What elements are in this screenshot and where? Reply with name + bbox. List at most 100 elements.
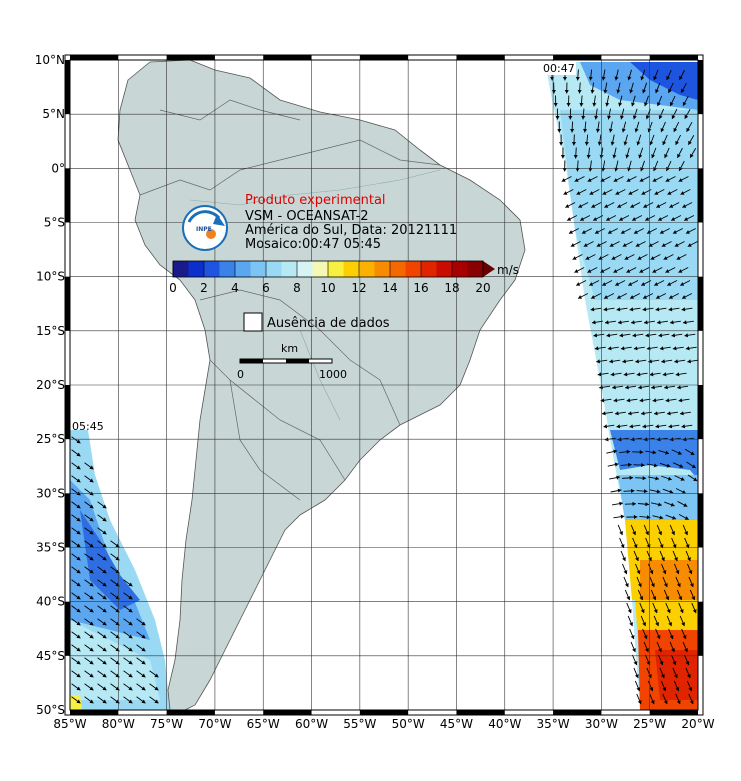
colorbar-swatch — [467, 261, 484, 277]
wind-arrow — [622, 563, 628, 575]
wind-arrow — [609, 359, 621, 364]
wind-arrow — [84, 514, 94, 522]
wind-arrow — [652, 515, 664, 520]
wind-arrow — [655, 424, 667, 429]
wind-arrow — [595, 121, 601, 133]
scale-start: 0 — [237, 368, 244, 381]
scale-end: 1000 — [319, 368, 347, 381]
wind-arrow — [659, 228, 670, 234]
wind-arrow — [627, 411, 639, 416]
wind-arrow — [681, 307, 693, 312]
wind-arrow — [669, 641, 675, 653]
wind-arrow — [123, 618, 133, 626]
lon-tick-label: 70°W — [198, 717, 231, 731]
wind-arrow — [84, 657, 94, 665]
wind-arrow — [575, 160, 580, 172]
wind-arrow — [583, 241, 594, 247]
lat-tick-label: 0° — [51, 161, 65, 175]
wind-arrow — [97, 592, 107, 600]
wind-arrow — [586, 147, 591, 159]
wind-arrow — [652, 267, 663, 273]
wind-arrow — [659, 346, 671, 351]
colorbar-tick-label: 4 — [231, 281, 239, 295]
wind-arrow — [610, 488, 622, 493]
wind-arrow — [627, 615, 634, 627]
wind-arrow — [684, 537, 690, 549]
wind-arrow — [636, 134, 642, 146]
wind-arrow — [686, 461, 697, 469]
wind-arrow — [669, 524, 676, 536]
wind-arrow — [665, 398, 677, 403]
wind-arrow — [636, 489, 648, 494]
frame-band — [359, 55, 409, 60]
wind-arrow — [613, 398, 625, 403]
wind-arrow — [642, 628, 648, 640]
wind-arrow — [136, 670, 146, 678]
wind-arrow — [678, 398, 690, 403]
wind-arrow — [149, 683, 159, 691]
wind-arrow — [687, 135, 695, 145]
frame-band — [65, 168, 70, 223]
wind-arrow — [617, 320, 629, 325]
wind-arrow — [615, 280, 626, 286]
lat-tick-label: 10°N — [35, 53, 65, 67]
colorbar-tick-label: 16 — [413, 281, 428, 295]
wind-arrow — [651, 385, 663, 390]
wind-arrow — [136, 644, 146, 652]
wind-arrow — [606, 333, 618, 338]
colorbar-swatch — [297, 261, 313, 277]
wind-arrow — [672, 228, 683, 234]
lon-tick-label: 85°W — [53, 717, 86, 731]
wind-arrow — [575, 69, 580, 81]
wind-arrow — [651, 147, 657, 159]
wind-arrow — [631, 95, 636, 107]
wind-arrow — [592, 95, 597, 107]
wind-arrow — [640, 411, 652, 416]
wind-arrow — [84, 696, 94, 704]
wind-arrow — [589, 280, 600, 286]
lon-tick-label: 75°W — [150, 717, 183, 731]
wind-arrow — [664, 147, 670, 159]
wind-arrow — [635, 241, 646, 247]
frame-band — [263, 710, 312, 715]
wind-arrow — [573, 147, 578, 159]
lon-tick-label: 60°W — [295, 717, 328, 731]
wind-arrow — [623, 488, 635, 493]
wind-arrow — [123, 657, 133, 665]
wind-arrow — [672, 550, 678, 562]
wind-arrow — [626, 514, 638, 520]
wind-arrow — [672, 346, 684, 351]
wind-arrow — [662, 488, 674, 494]
wind-arrow — [553, 95, 558, 107]
frame-band — [263, 55, 312, 60]
lon-tick-label: 40°W — [488, 717, 521, 731]
wind-arrow — [675, 576, 681, 588]
wind-arrow — [652, 398, 664, 403]
wind-arrow — [578, 202, 589, 208]
wind-arrow — [608, 121, 613, 133]
wind-arrow — [657, 215, 669, 221]
wind-arrow — [612, 147, 617, 159]
lat-tick-label: 20°S — [36, 378, 65, 392]
wind-arrow — [557, 121, 562, 133]
wind-arrow — [682, 202, 693, 208]
wind-arrow — [639, 176, 650, 182]
wind-arrow — [624, 254, 635, 260]
wind-arrow — [84, 540, 94, 548]
wind-arrow — [560, 147, 565, 159]
colorbar-tick-label: 14 — [382, 281, 397, 295]
wind-arrow — [97, 514, 107, 522]
wind-arrow — [639, 515, 651, 520]
wind-arrow — [626, 176, 637, 182]
wind-arrow — [71, 670, 81, 678]
wind-arrow — [684, 654, 690, 666]
wind-arrow — [97, 501, 107, 509]
wind-arrow — [610, 134, 615, 146]
lat-tick-label: 40°S — [36, 595, 65, 609]
wind-arrow — [71, 553, 81, 561]
wind-arrow — [622, 241, 633, 247]
wind-arrow — [71, 436, 81, 444]
wind-arrow — [658, 333, 670, 338]
wind-arrow — [663, 254, 674, 260]
